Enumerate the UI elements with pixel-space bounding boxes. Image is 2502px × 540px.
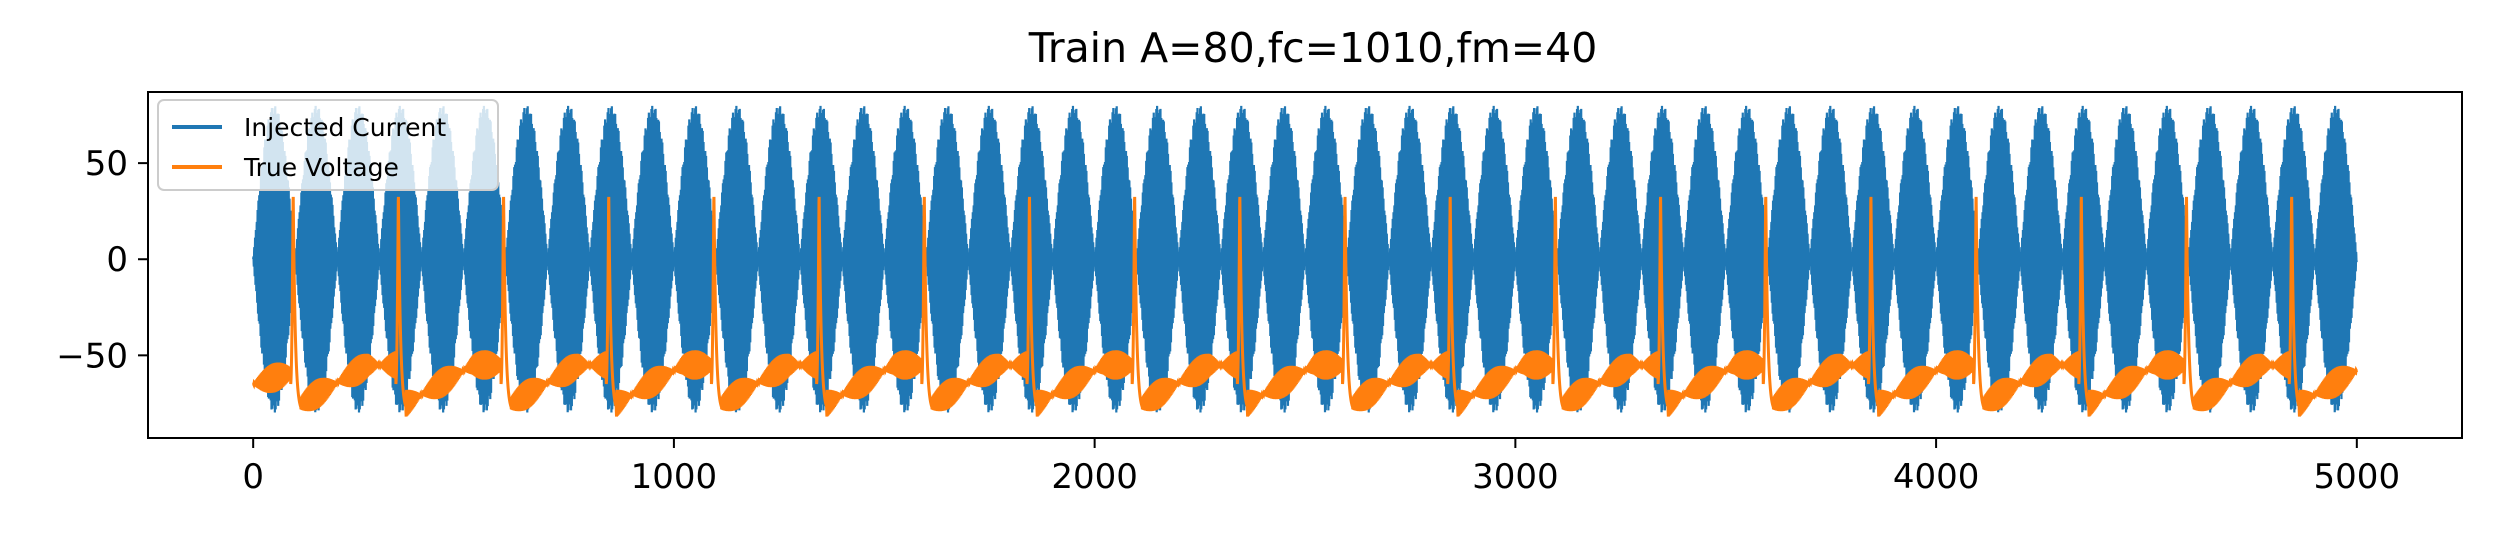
series-line-true-voltage (251, 196, 2359, 417)
x-tick-label: 1000 (631, 457, 718, 497)
x-tick-label: 0 (242, 457, 264, 497)
x-tick-label: 5000 (2314, 457, 2401, 497)
y-tick-label: 0 (106, 240, 128, 280)
x-tick-label: 3000 (1472, 457, 1559, 497)
x-axis: 0 1000 2000 3000 4000 5000 (242, 438, 2400, 497)
y-tick-label: 50 (85, 144, 128, 184)
legend-entry-label: True Voltage (243, 153, 399, 182)
series-layer (251, 105, 2359, 417)
axes-frame (147, 91, 2463, 439)
chart-title: Train A=80,fc=1010,fm=40 (1028, 24, 1598, 72)
y-tick-label: −50 (56, 336, 128, 376)
x-tick-label: 2000 (1051, 457, 1138, 497)
y-axis: −50 0 50 (56, 144, 148, 376)
legend: Injected Current True Voltage (157, 99, 499, 191)
legend-entry-label: Injected Current (244, 113, 446, 142)
legend-box (157, 99, 499, 191)
x-tick-label: 4000 (1893, 457, 1980, 497)
